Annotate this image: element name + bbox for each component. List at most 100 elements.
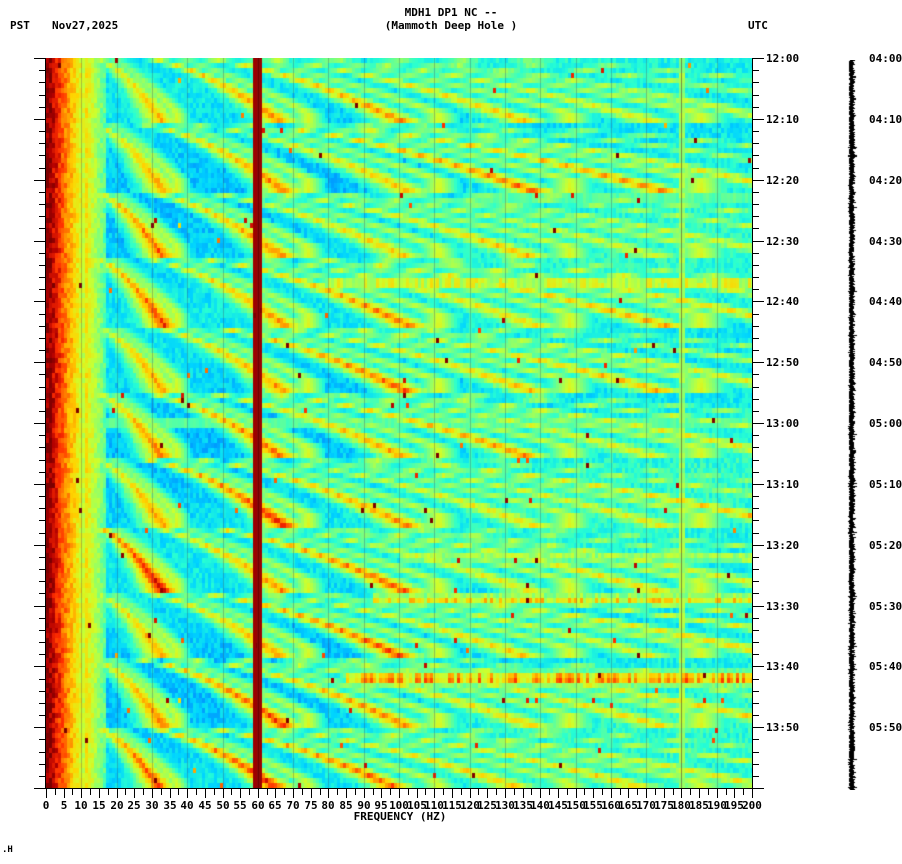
x-tick-minor [637, 789, 638, 795]
y-tick-minor [753, 715, 759, 716]
y-tick-minor [39, 752, 45, 753]
y-tick-major [34, 484, 45, 485]
x-axis-label: 5 [60, 799, 68, 812]
y-tick-minor [39, 630, 45, 631]
y-tick-minor [39, 265, 45, 266]
y-tick-major [34, 119, 45, 120]
x-axis-label: 100 [389, 799, 409, 812]
y-tick-major [34, 666, 45, 667]
x-tick-minor [443, 789, 444, 795]
y-tick-minor [753, 460, 759, 461]
x-tick-minor [655, 789, 656, 795]
x-tick-minor [355, 789, 356, 795]
x-axis-label: 75 [304, 799, 318, 812]
x-axis-label: 195 [724, 799, 744, 812]
y-tick-minor [39, 82, 45, 83]
x-tick-major [152, 789, 153, 798]
y-tick-major [753, 58, 764, 59]
y-tick-minor [39, 387, 45, 388]
y-tick-minor [39, 557, 45, 558]
x-axis-label: 110 [424, 799, 444, 812]
y-tick-minor [753, 435, 759, 436]
x-tick-minor [284, 789, 285, 795]
x-tick-minor [425, 789, 426, 795]
y-tick-minor [39, 374, 45, 375]
y-tick-minor [39, 216, 45, 217]
station-subtitle: (Mammoth Deep Hole ) [384, 19, 518, 32]
y-tick-minor [39, 350, 45, 351]
x-tick-major [699, 789, 700, 798]
spectrogram-plot[interactable] [46, 58, 752, 788]
y-tick-minor [39, 289, 45, 290]
y-tick-minor [39, 70, 45, 71]
y-axis-right-label: 13:30 [766, 600, 800, 613]
y-tick-minor [753, 752, 759, 753]
y-tick-minor [39, 447, 45, 448]
x-tick-major [240, 789, 241, 798]
x-tick-major [681, 789, 682, 798]
x-tick-minor [337, 789, 338, 795]
x-tick-major [628, 789, 629, 798]
x-tick-major [646, 789, 647, 798]
y-axis-left-label: 05:50 [869, 721, 902, 734]
y-tick-major [753, 301, 764, 302]
y-tick-minor [39, 192, 45, 193]
y-tick-minor [39, 691, 45, 692]
y-tick-minor [753, 496, 759, 497]
x-tick-major [734, 789, 735, 798]
y-tick-minor [753, 739, 759, 740]
y-axis-right-label: 12:20 [766, 174, 800, 187]
x-tick-minor [408, 789, 409, 795]
x-axis-label: 45 [198, 799, 212, 812]
y-tick-minor [753, 679, 759, 680]
spectrogram-canvas [46, 58, 752, 788]
x-tick-major [187, 789, 188, 798]
y-tick-major [34, 362, 45, 363]
x-axis-label: 60 [251, 799, 265, 812]
x-axis-label: 150 [566, 799, 586, 812]
y-tick-major [34, 788, 45, 789]
x-axis-label: 55 [233, 799, 247, 812]
y-tick-minor [39, 435, 45, 436]
x-tick-major [346, 789, 347, 798]
y-tick-major [34, 301, 45, 302]
x-tick-major [99, 789, 100, 798]
x-tick-major [117, 789, 118, 798]
x-tick-minor [178, 789, 179, 795]
y-tick-minor [753, 204, 759, 205]
y-tick-major [34, 727, 45, 728]
y-tick-minor [39, 411, 45, 412]
y-axis-right-label: 12:40 [766, 295, 800, 308]
x-tick-minor [584, 789, 585, 795]
y-tick-minor [39, 143, 45, 144]
y-tick-minor [753, 764, 759, 765]
y-tick-major [753, 362, 764, 363]
amplitude-trace-strip [846, 60, 858, 790]
y-tick-major [34, 58, 45, 59]
x-axis-label: 200 [742, 799, 762, 812]
x-tick-major [470, 789, 471, 798]
x-axis-label: 125 [477, 799, 497, 812]
x-tick-major [593, 789, 594, 798]
x-tick-major [293, 789, 294, 798]
x-tick-minor [90, 789, 91, 795]
x-tick-minor [549, 789, 550, 795]
x-axis-label: 15 [92, 799, 106, 812]
y-axis-left-label: 04:20 [869, 174, 902, 187]
y-tick-minor [39, 399, 45, 400]
x-axis-label: 105 [407, 799, 427, 812]
x-tick-minor [231, 789, 232, 795]
y-tick-minor [753, 216, 759, 217]
x-tick-minor [108, 789, 109, 795]
x-tick-minor [320, 789, 321, 795]
x-axis-label: 90 [357, 799, 371, 812]
y-tick-minor [39, 228, 45, 229]
timezone-right-label: UTC [748, 19, 768, 32]
y-tick-minor [753, 253, 759, 254]
y-tick-minor [39, 679, 45, 680]
y-tick-minor [753, 630, 759, 631]
y-tick-major [753, 727, 764, 728]
x-axis-label: 40 [180, 799, 194, 812]
x-tick-minor [373, 789, 374, 795]
y-tick-minor [39, 168, 45, 169]
